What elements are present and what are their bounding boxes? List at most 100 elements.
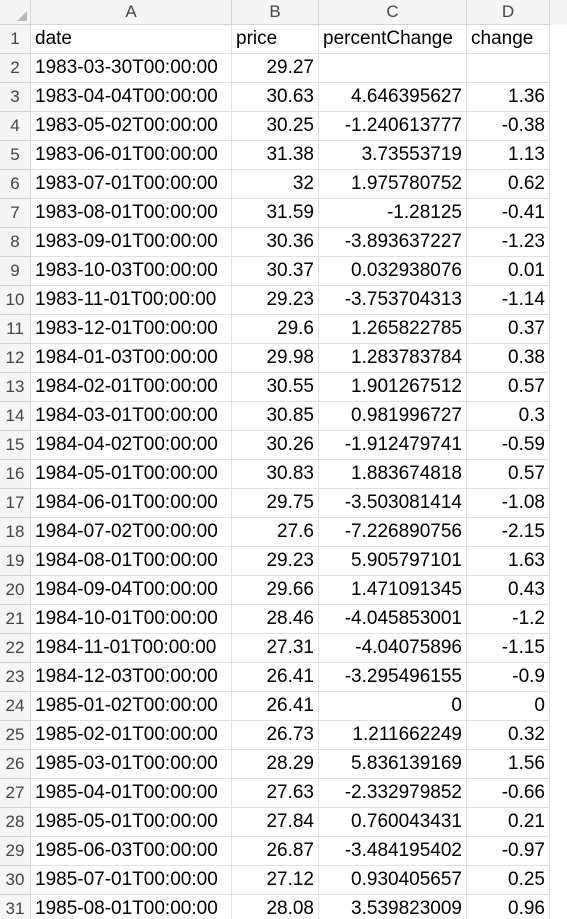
cell-c[interactable]: -3.484195402 [319,837,467,866]
cell-a[interactable]: 1985-06-03T00:00:00 [31,837,232,866]
cell-d[interactable]: 0.57 [467,460,550,489]
cell-b[interactable]: 27.12 [232,866,319,895]
cell-c[interactable]: 1.883674818 [319,460,467,489]
cell-b[interactable]: 30.55 [232,373,319,402]
row-header[interactable]: 1 [0,25,31,54]
cell-d[interactable]: 1.13 [467,141,550,170]
cell-c[interactable]: percentChange [319,25,467,54]
cell-b[interactable]: 30.37 [232,257,319,286]
cell-a[interactable]: 1984-05-01T00:00:00 [31,460,232,489]
cell-a[interactable]: 1984-07-02T00:00:00 [31,518,232,547]
cell-c[interactable]: 1.901267512 [319,373,467,402]
cell-d[interactable]: -0.38 [467,112,550,141]
cell-d[interactable]: 0.96 [467,895,550,919]
cell-a[interactable]: 1984-10-01T00:00:00 [31,605,232,634]
cell-d[interactable]: -1.23 [467,228,550,257]
cell-b[interactable]: 32 [232,170,319,199]
cell-c[interactable]: -3.503081414 [319,489,467,518]
cell-d[interactable]: 0.38 [467,344,550,373]
row-header[interactable]: 17 [0,489,31,518]
row-header[interactable]: 28 [0,808,31,837]
cell-c[interactable]: -3.893637227 [319,228,467,257]
cell-a[interactable]: date [31,25,232,54]
cell-d[interactable]: 1.36 [467,83,550,112]
row-header[interactable]: 7 [0,199,31,228]
cell-b[interactable]: 29.23 [232,547,319,576]
cell-c[interactable]: 0.032938076 [319,257,467,286]
cell-a[interactable]: 1985-04-01T00:00:00 [31,779,232,808]
cell-a[interactable]: 1984-06-01T00:00:00 [31,489,232,518]
cell-a[interactable]: 1983-10-03T00:00:00 [31,257,232,286]
row-header[interactable]: 16 [0,460,31,489]
cell-c[interactable]: 3.73553719 [319,141,467,170]
row-header[interactable]: 12 [0,344,31,373]
cell-c[interactable]: 0 [319,692,467,721]
cell-d[interactable]: -1.14 [467,286,550,315]
cell-c[interactable] [319,54,467,83]
cell-a[interactable]: 1983-08-01T00:00:00 [31,199,232,228]
cell-a[interactable]: 1983-07-01T00:00:00 [31,170,232,199]
row-header[interactable]: 27 [0,779,31,808]
cell-b[interactable]: 30.36 [232,228,319,257]
cell-a[interactable]: 1985-08-01T00:00:00 [31,895,232,919]
row-header[interactable]: 22 [0,634,31,663]
column-header-c[interactable]: C [319,0,467,25]
column-header-b[interactable]: B [232,0,319,25]
cell-a[interactable]: 1985-07-01T00:00:00 [31,866,232,895]
cell-a[interactable]: 1984-09-04T00:00:00 [31,576,232,605]
cell-d[interactable]: 0.3 [467,402,550,431]
cell-b[interactable]: 29.23 [232,286,319,315]
cell-d[interactable]: -0.59 [467,431,550,460]
row-header[interactable]: 23 [0,663,31,692]
row-header[interactable]: 10 [0,286,31,315]
cell-d[interactable] [467,54,550,83]
row-header[interactable]: 13 [0,373,31,402]
cell-d[interactable]: 0.57 [467,373,550,402]
cell-c[interactable]: 1.283783784 [319,344,467,373]
cell-b[interactable]: 27.6 [232,518,319,547]
cell-d[interactable]: -0.97 [467,837,550,866]
row-header[interactable]: 15 [0,431,31,460]
row-header[interactable]: 19 [0,547,31,576]
cell-d[interactable]: -2.15 [467,518,550,547]
cell-a[interactable]: 1983-09-01T00:00:00 [31,228,232,257]
cell-a[interactable]: 1983-03-30T00:00:00 [31,54,232,83]
cell-d[interactable]: 0.21 [467,808,550,837]
cell-c[interactable]: 5.836139169 [319,750,467,779]
cell-c[interactable]: 1.211662249 [319,721,467,750]
row-header[interactable]: 20 [0,576,31,605]
row-header[interactable]: 14 [0,402,31,431]
column-header-a[interactable]: A [31,0,232,25]
cell-a[interactable]: 1984-02-01T00:00:00 [31,373,232,402]
cell-c[interactable]: -1.240613777 [319,112,467,141]
cell-c[interactable]: 0.981996727 [319,402,467,431]
cell-d[interactable]: 0.25 [467,866,550,895]
cell-d[interactable]: -1.08 [467,489,550,518]
cell-b[interactable]: 31.38 [232,141,319,170]
select-all-button[interactable] [0,0,31,25]
cell-d[interactable]: -0.66 [467,779,550,808]
cell-b[interactable]: 26.73 [232,721,319,750]
cell-b[interactable]: 26.41 [232,692,319,721]
cell-d[interactable]: 0.01 [467,257,550,286]
cell-b[interactable]: 30.26 [232,431,319,460]
cell-b[interactable]: 29.27 [232,54,319,83]
row-header[interactable]: 4 [0,112,31,141]
cell-a[interactable]: 1984-12-03T00:00:00 [31,663,232,692]
cell-a[interactable]: 1984-11-01T00:00:00 [31,634,232,663]
cell-c[interactable]: 1.975780752 [319,170,467,199]
cell-d[interactable]: -1.15 [467,634,550,663]
cell-b[interactable]: 27.84 [232,808,319,837]
cell-b[interactable]: 30.85 [232,402,319,431]
cell-c[interactable]: -1.912479741 [319,431,467,460]
cell-d[interactable]: change [467,25,550,54]
cell-d[interactable]: 0.37 [467,315,550,344]
row-header[interactable]: 2 [0,54,31,83]
cell-c[interactable]: 4.646395627 [319,83,467,112]
row-header[interactable]: 18 [0,518,31,547]
row-header[interactable]: 9 [0,257,31,286]
cell-a[interactable]: 1984-01-03T00:00:00 [31,344,232,373]
cell-a[interactable]: 1983-05-02T00:00:00 [31,112,232,141]
cell-a[interactable]: 1983-04-04T00:00:00 [31,83,232,112]
cell-c[interactable]: -7.226890756 [319,518,467,547]
